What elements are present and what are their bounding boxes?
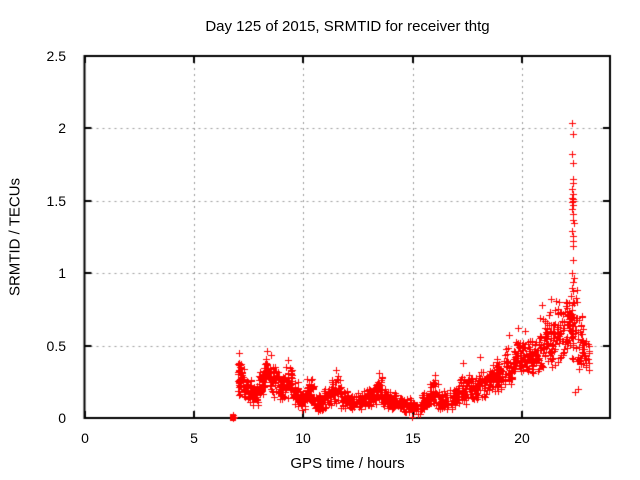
y-tick-label: 0.5 [46, 338, 66, 354]
x-tick-label: 5 [190, 430, 198, 446]
y-tick-label: 2.5 [46, 48, 66, 64]
x-tick-label: 10 [295, 430, 311, 446]
y-tick-label: 0 [58, 410, 66, 426]
x-axis-label: GPS time / hours [290, 455, 405, 472]
y-tick-label: 2 [58, 120, 66, 136]
x-tick-label: 20 [514, 430, 530, 446]
x-tick-label: 15 [405, 430, 421, 446]
y-tick-label: 1 [58, 265, 66, 281]
x-tick-label: 0 [81, 430, 89, 446]
y-tick-label: 1.5 [46, 193, 66, 209]
